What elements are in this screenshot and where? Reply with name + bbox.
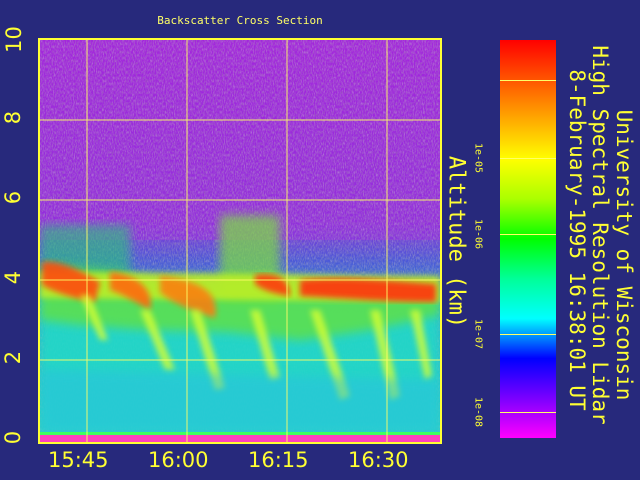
x-tick-label: 16:00: [148, 448, 209, 472]
y-tick-label: 6: [1, 190, 26, 205]
y-tick-label: 4: [1, 270, 26, 285]
institution-label: University of Wisconsin: [612, 109, 636, 401]
y-tick-label: 2: [1, 350, 26, 365]
x-tick-label: 15:45: [48, 448, 109, 472]
y-tick-label: 10: [1, 26, 26, 53]
colorbar-tick-label: 1e-05: [472, 142, 484, 174]
colorbar-gridline: [500, 334, 556, 335]
cloud-layer: [40, 215, 440, 442]
grid-lines: [40, 40, 440, 442]
instrument-label: High Spectral Resolution Lidar: [588, 45, 612, 425]
x-tick-label: 16:15: [248, 448, 309, 472]
colorbar-gridline: [500, 412, 556, 413]
colorbar-gridline: [500, 234, 556, 235]
colorbar-tick-label: 1e-06: [472, 218, 484, 250]
colorbar-gridline: [500, 158, 556, 159]
y-axis-label: Altitude (km): [443, 155, 469, 329]
backscatter-heatmap: [40, 40, 440, 442]
plot-frame: [38, 38, 442, 444]
colorbar: [500, 40, 556, 438]
colorbar-tick-label: 1e-07: [472, 318, 484, 350]
timestamp-label: 8-February-1995 16:38:01 UT: [565, 69, 589, 411]
chart-title: Backscatter Cross Section: [157, 14, 323, 27]
colorbar-tick-label: 1e-08: [472, 396, 484, 428]
y-tick-label: 0: [1, 430, 26, 445]
colorbar-gridline: [500, 80, 556, 81]
x-tick-label: 16:30: [348, 448, 409, 472]
y-tick-label: 8: [1, 110, 26, 125]
